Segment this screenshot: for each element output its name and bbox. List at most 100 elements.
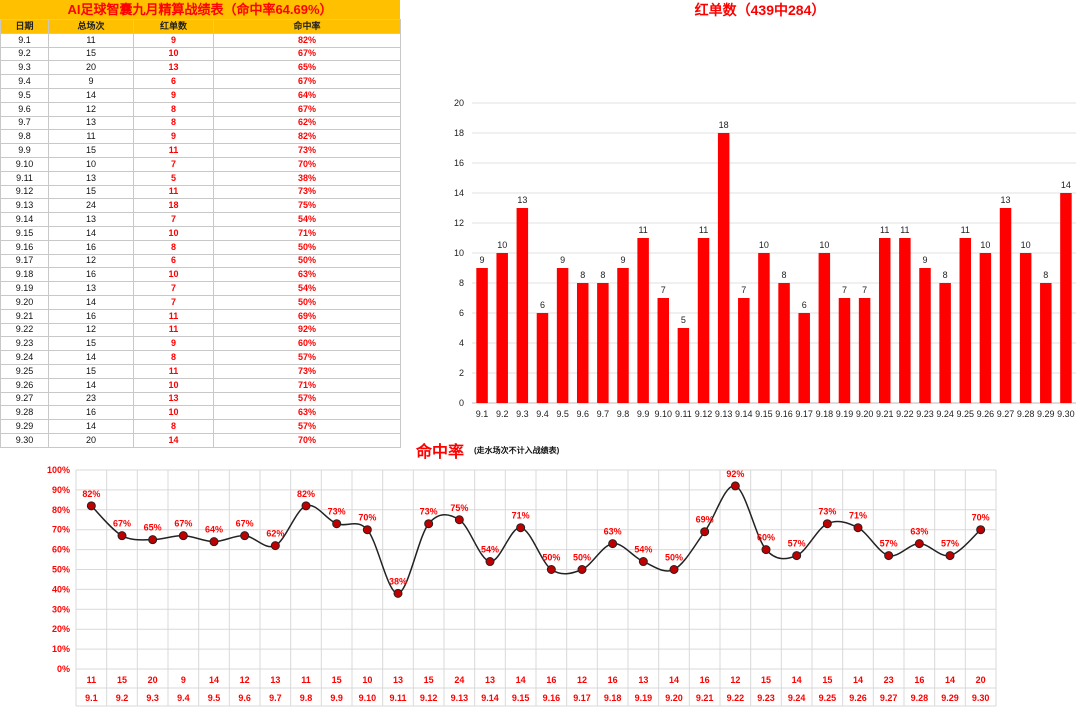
bar: [878, 238, 891, 403]
line-value-label: 71%: [512, 511, 530, 521]
line-point: [822, 519, 832, 529]
line-y-tick-label: 90%: [52, 485, 70, 495]
cell-total: 13: [48, 115, 134, 131]
bar: [556, 268, 569, 403]
header-date: 日期: [0, 19, 49, 34]
cell-total: 14: [48, 377, 134, 393]
bar: [476, 268, 488, 403]
line-value-label: 62%: [266, 529, 284, 539]
cell-total: 15: [48, 184, 134, 200]
line-point: [117, 531, 127, 541]
line-value-label: 64%: [205, 525, 223, 535]
cell-total: 15: [48, 143, 134, 158]
table-row: 9.9 15 11 73%: [0, 143, 401, 158]
line-y-tick-label: 20%: [52, 624, 70, 634]
line-point: [393, 588, 403, 598]
cell-total: 16: [48, 239, 134, 255]
cell-total: 14: [48, 350, 134, 365]
line-point: [516, 523, 526, 533]
bar: [939, 283, 951, 403]
line-value-label: 82%: [82, 489, 100, 499]
table-row: 9.11 13 5 38%: [0, 170, 401, 186]
table-row: 9.15 14 10 71%: [0, 225, 401, 241]
cell-total: 14: [48, 87, 134, 103]
line-point: [148, 535, 158, 545]
line-x-tick-label: 9.25: [819, 693, 837, 703]
cell-red: 11: [133, 308, 214, 324]
cell-rate: 63%: [213, 405, 401, 421]
line-point: [577, 565, 587, 574]
cell-rate: 70%: [213, 432, 401, 448]
table-row: 9.28 16 10 63%: [0, 405, 401, 421]
bar-x-tick-label: 9.21: [876, 409, 894, 419]
line-total-label: 15: [761, 675, 771, 685]
cell-red: 6: [133, 74, 214, 89]
bar: [738, 298, 750, 403]
line-x-tick-label: 9.12: [420, 693, 438, 703]
bar-x-tick-label: 9.22: [896, 409, 914, 419]
line-x-tick-label: 9.10: [359, 693, 377, 703]
cell-rate: 92%: [213, 322, 401, 338]
bar: [838, 298, 851, 403]
line-point: [270, 541, 280, 551]
cell-rate: 73%: [213, 363, 401, 379]
line-point: [362, 525, 372, 535]
cell-rate: 63%: [213, 267, 401, 283]
line-y-tick-label: 60%: [52, 545, 70, 555]
bar-chart: 0 2 4 6 8 10 12 14 16 18 20 9 9.1 10 9.2 13 9.3 6 9.4 9 9.5 8…: [454, 98, 1076, 419]
bar: [697, 238, 710, 403]
cell-red: 10: [133, 405, 214, 421]
line-y-tick-label: 0%: [57, 664, 70, 674]
bar: [657, 298, 670, 403]
cell-date: 9.21: [0, 308, 49, 324]
bar-y-tick-label: 18: [454, 128, 464, 138]
cell-rate: 38%: [213, 170, 401, 186]
bar-value-label: 11: [638, 225, 647, 235]
bar-value-label: 10: [759, 240, 769, 250]
bar-x-tick-label: 9.16: [775, 409, 793, 419]
bar-value-label: 10: [1021, 240, 1031, 250]
bar-x-tick-label: 9.23: [916, 409, 934, 419]
cell-date: 9.29: [0, 419, 49, 434]
line-value-label: 73%: [328, 507, 346, 517]
line-point: [669, 565, 679, 574]
bar-value-label: 11: [900, 225, 909, 235]
cell-total: 20: [48, 432, 134, 448]
cell-red: 7: [133, 281, 214, 296]
line-total-label: 14: [209, 675, 219, 685]
cell-date: 9.7: [0, 115, 49, 131]
bar-value-label: 11: [961, 225, 970, 235]
bar: [496, 253, 508, 403]
cell-red: 14: [133, 432, 214, 448]
bar-x-tick-label: 9.30: [1057, 409, 1075, 419]
table-row: 9.18 16 10 63%: [0, 267, 401, 283]
line-x-tick-label: 9.18: [604, 693, 622, 703]
line-x-tick-label: 9.21: [696, 693, 714, 703]
cell-date: 9.14: [0, 212, 49, 227]
line-point: [761, 545, 771, 555]
line-x-tick-label: 9.27: [880, 693, 898, 703]
line-total-label: 13: [270, 675, 280, 685]
line-x-tick-label: 9.16: [543, 693, 561, 703]
line-value-label: 92%: [726, 469, 744, 479]
cell-red: 9: [133, 87, 214, 103]
bar-x-tick-label: 9.5: [556, 409, 569, 419]
line-total-label: 15: [822, 675, 832, 685]
table-row: 9.5 14 9 64%: [0, 87, 401, 103]
bar-y-tick-label: 2: [459, 368, 464, 378]
bar-x-tick-label: 9.25: [957, 409, 975, 419]
bar-x-tick-label: 9.19: [836, 409, 854, 419]
cell-date: 9.11: [0, 170, 49, 186]
cell-date: 9.16: [0, 239, 49, 255]
table-row: 9.24 14 8 57%: [0, 350, 401, 365]
line-x-tick-label: 9.3: [146, 693, 159, 703]
bar: [899, 238, 911, 403]
line-point: [240, 531, 250, 541]
bar-x-tick-label: 9.11: [675, 409, 692, 419]
line-y-tick-label: 40%: [52, 584, 70, 594]
line-total-label: 13: [485, 675, 495, 685]
cell-total: 14: [48, 419, 134, 434]
line-x-tick-label: 9.17: [573, 693, 591, 703]
cell-red: 8: [133, 115, 214, 131]
table-header-row: 日期 总场次 红单数 命中率: [0, 19, 401, 34]
